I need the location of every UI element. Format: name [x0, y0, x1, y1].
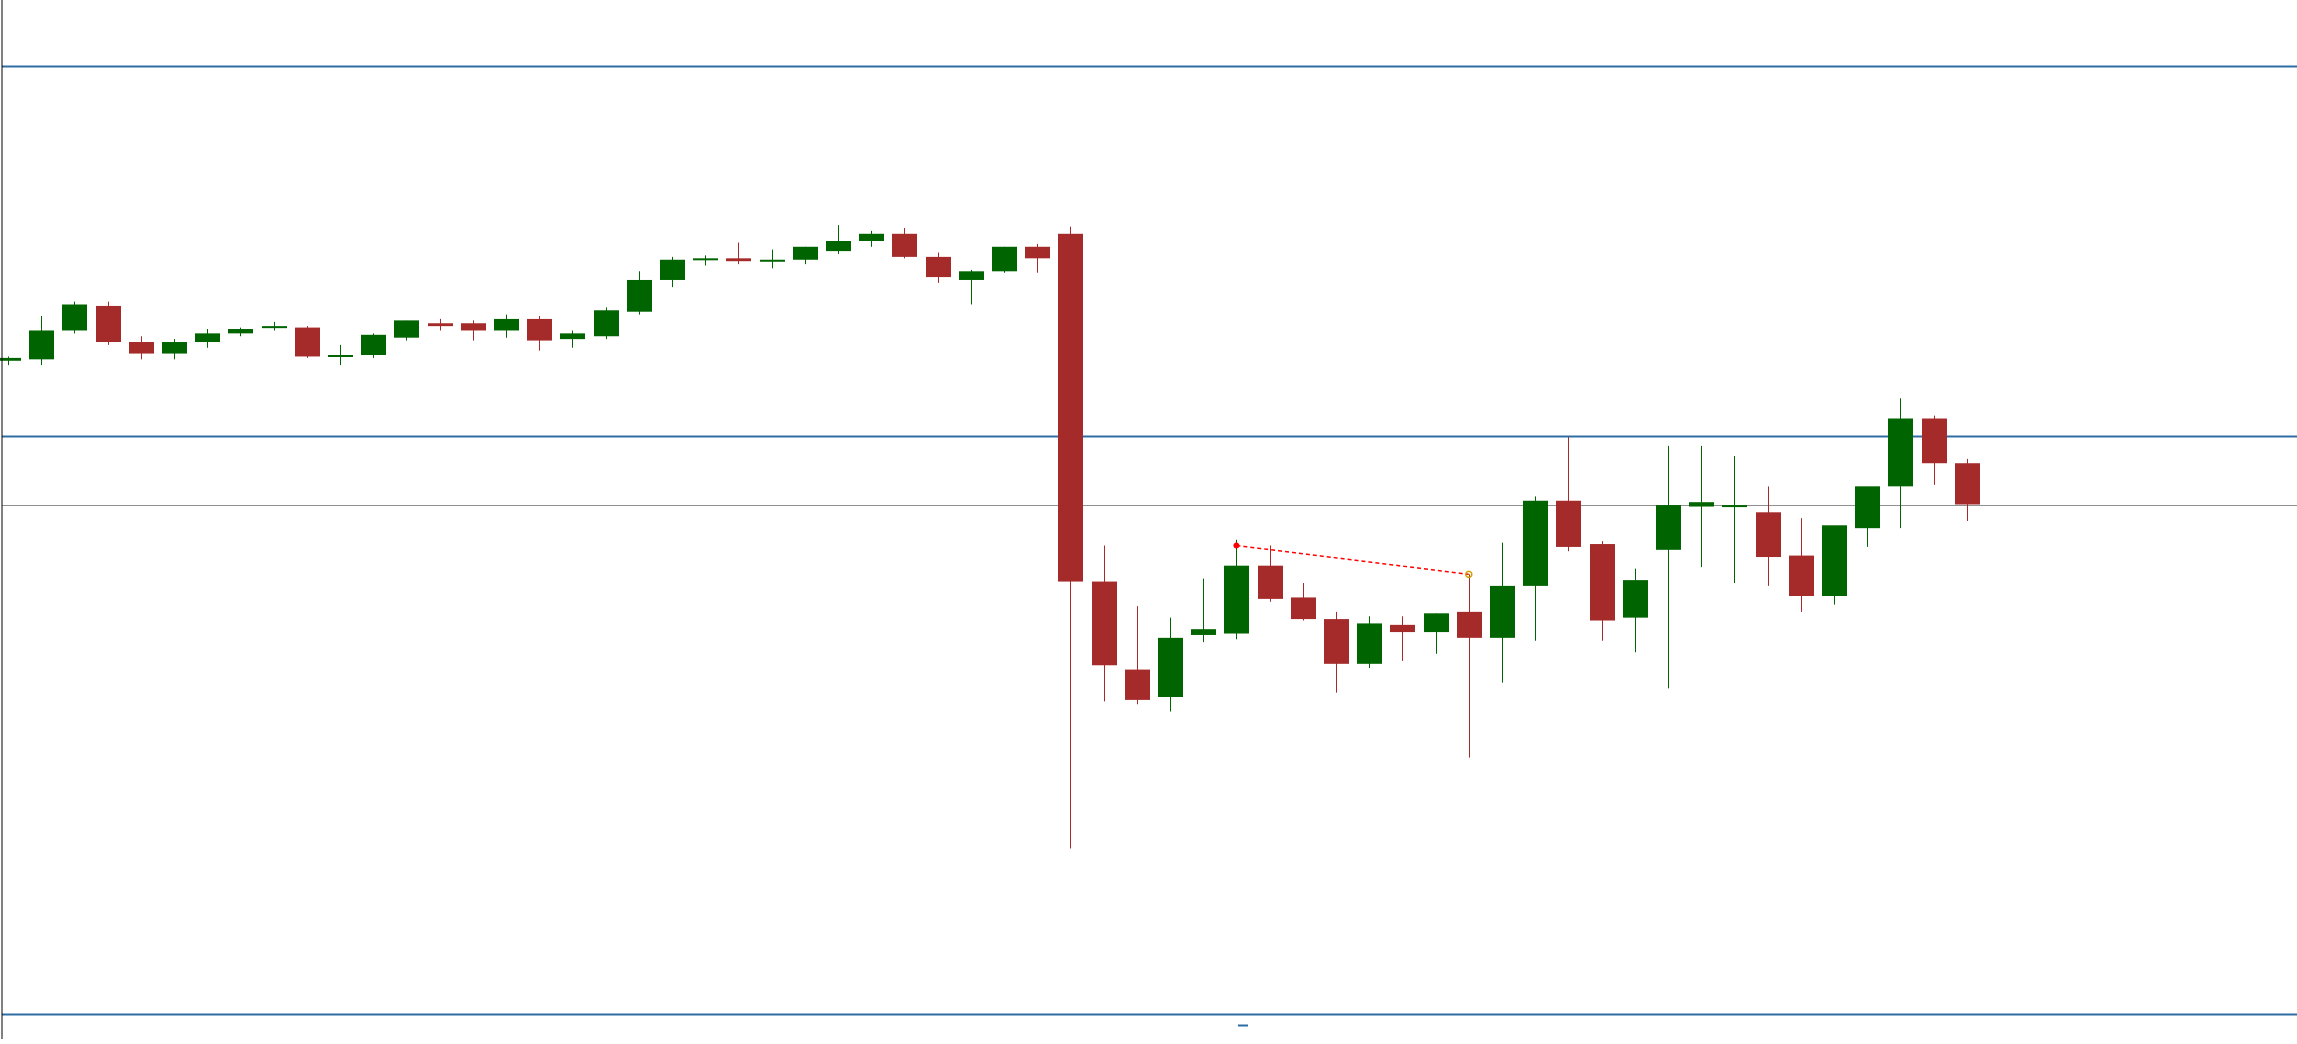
candle-body: [262, 326, 287, 329]
trendline-layer: [1233, 542, 1473, 1027]
candle-body: [328, 355, 353, 358]
candle-body: [892, 233, 917, 257]
candle-body: [1855, 486, 1880, 529]
candle-body: [394, 320, 419, 338]
candle-body: [959, 271, 984, 280]
candle-body: [162, 342, 187, 354]
candle-body: [1922, 418, 1947, 464]
candle-body: [1390, 624, 1415, 633]
candle-body: [295, 327, 320, 357]
candle-body: [1191, 629, 1216, 635]
candle-body: [1556, 500, 1581, 547]
candle-body: [1424, 613, 1449, 633]
trend-line-anchor-end: [1465, 570, 1473, 579]
candle-body: [494, 318, 519, 331]
candle-body: [228, 329, 253, 334]
candle-body: [826, 241, 851, 252]
candle-body: [1822, 525, 1847, 596]
candle-body: [1490, 585, 1515, 638]
candle-body: [693, 258, 718, 261]
candle-body: [560, 333, 585, 340]
candle-body: [361, 334, 386, 356]
candle-body: [428, 323, 453, 327]
candle-body: [129, 342, 154, 354]
candle-body: [793, 246, 818, 260]
candle-body: [926, 256, 951, 278]
trend-line-anchor-start: [1233, 542, 1240, 549]
candle-body: [0, 357, 21, 361]
candle-body: [1955, 463, 1980, 505]
candle-body: [461, 323, 486, 331]
candle-body: [1224, 565, 1249, 634]
horizontal-lines-layer: [2, 65, 2297, 1016]
candle-body: [195, 333, 220, 343]
candle-body: [992, 246, 1017, 272]
candle-body: [1623, 580, 1648, 618]
candle-body: [1789, 555, 1814, 596]
candle-body: [760, 259, 785, 262]
candles-layer: [0, 225, 1980, 849]
candle-body: [1888, 418, 1913, 487]
candle-body: [1158, 637, 1183, 698]
candle-body: [29, 330, 54, 360]
candle-body: [726, 258, 751, 262]
candle-body: [62, 304, 87, 331]
candle-body: [1291, 597, 1316, 620]
candle-body: [96, 305, 121, 343]
candle-body: [1590, 544, 1615, 621]
candle-body: [1125, 669, 1150, 700]
candle-body: [1756, 512, 1781, 558]
candle-body: [1025, 246, 1050, 259]
candle-body: [660, 259, 685, 280]
candle-body: [1689, 502, 1714, 507]
candle-body: [1324, 619, 1349, 664]
candle-body: [594, 310, 619, 337]
candle-body: [1357, 623, 1382, 664]
candle-body: [1092, 581, 1117, 666]
candle-body: [1457, 611, 1482, 638]
candle-body: [1058, 233, 1083, 582]
candle-body: [1722, 505, 1747, 508]
candle-body: [1258, 565, 1283, 599]
candle-body: [859, 233, 884, 242]
candle-body: [527, 318, 552, 341]
candle-body: [1656, 505, 1681, 550]
candle-body: [627, 279, 652, 312]
candle-body: [1523, 500, 1548, 586]
